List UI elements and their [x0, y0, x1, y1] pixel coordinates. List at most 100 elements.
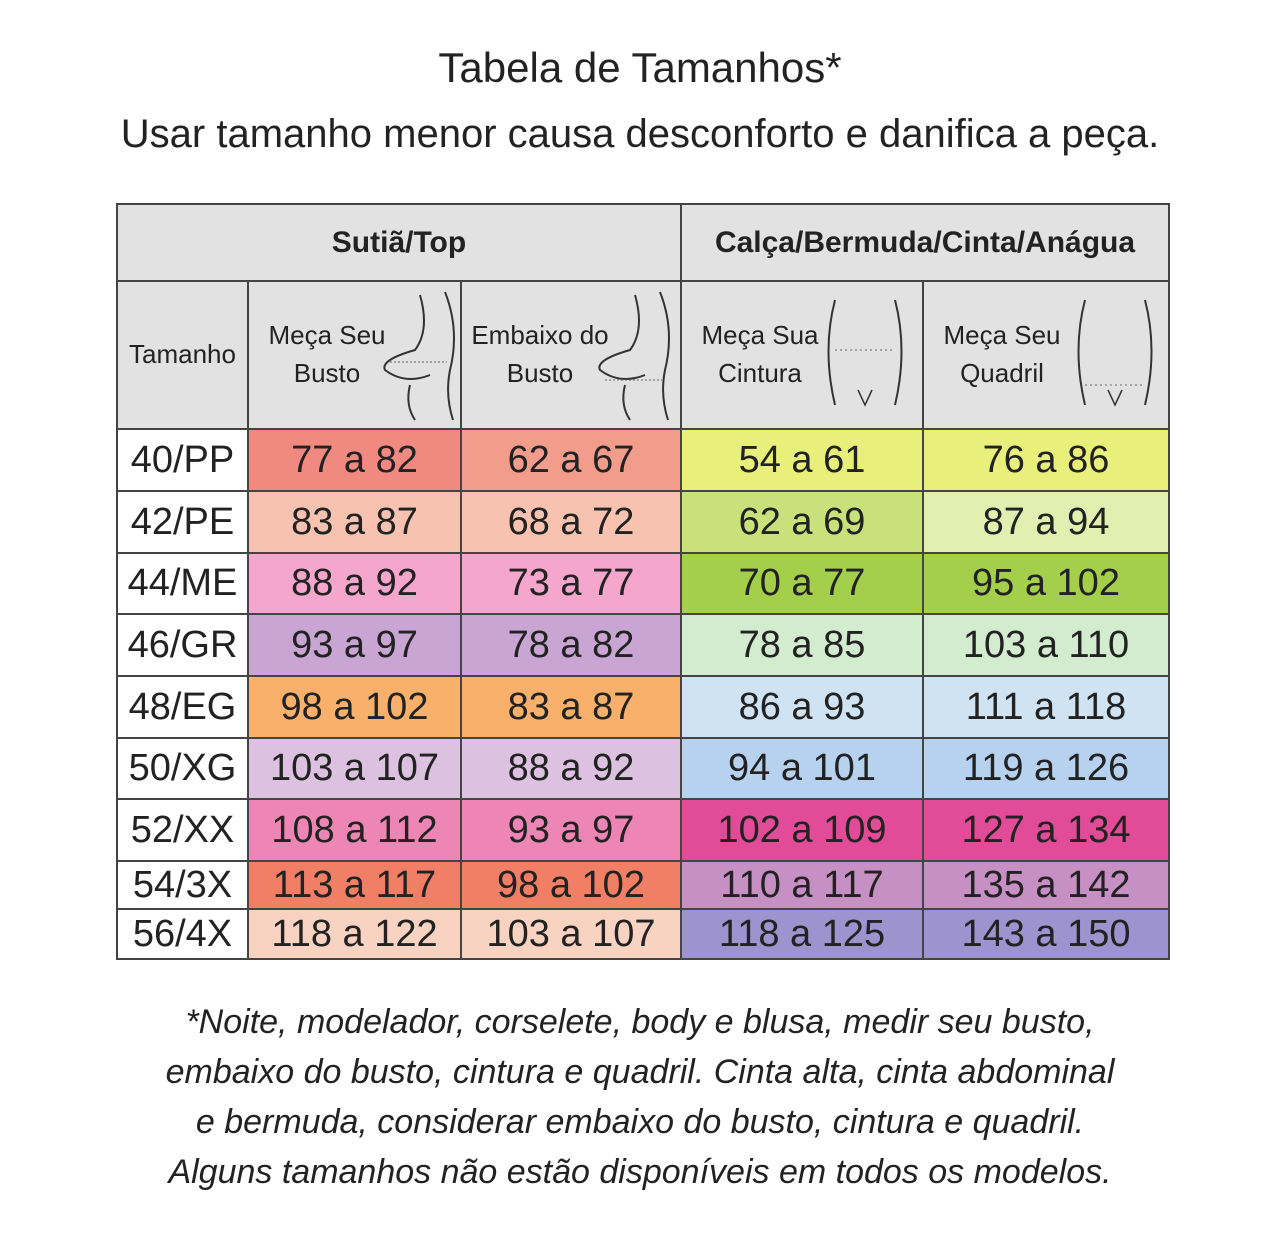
table-cell: 103 a 110 [922, 613, 1170, 677]
cell-text: 70 a 77 [738, 562, 866, 604]
table-cell: 76 a 86 [922, 428, 1170, 492]
cell-text: 110 a 117 [720, 863, 884, 906]
cell-text: 52/XX [130, 808, 235, 851]
cell-text: 119 a 126 [962, 747, 1130, 789]
table-cell: 118 a 125 [680, 908, 924, 960]
cell-text: 78 a 85 [738, 623, 866, 666]
table-cell: 118 a 122 [247, 908, 462, 960]
table-cell: 93 a 97 [460, 798, 682, 862]
table-cell: 88 a 92 [460, 737, 682, 800]
cell-text: Meça Seu Quadril [943, 320, 1061, 388]
table-cell: 143 a 150 [922, 908, 1170, 960]
cell-text: 46/GR [127, 623, 238, 666]
table-cell: 77 a 82 [247, 428, 462, 492]
cell-text: 88 a 92 [507, 747, 635, 789]
column-header: Embaixo do Busto [460, 280, 682, 430]
table-cell: 93 a 97 [247, 613, 462, 677]
table-cell: 110 a 117 [680, 860, 924, 910]
cell-text: Meça Seu Busto [268, 320, 386, 388]
table-cell: 78 a 82 [460, 613, 682, 677]
cell-text: 77 a 82 [291, 438, 418, 481]
table-cell: 83 a 87 [460, 675, 682, 739]
table-cell: 52/XX [116, 798, 249, 862]
cell-text: 40/PP [130, 438, 235, 481]
cell-text: 56/4X [132, 912, 233, 955]
table-cell: 135 a 142 [922, 860, 1170, 910]
cell-text: 73 a 77 [507, 562, 635, 604]
cell-text: 87 a 94 [982, 500, 1110, 543]
table-cell: 102 a 109 [680, 798, 924, 862]
table-cell: 98 a 102 [247, 675, 462, 739]
cell-text: 93 a 97 [507, 808, 635, 851]
table-cell: 83 a 87 [247, 490, 462, 554]
table-cell: 111 a 118 [922, 675, 1170, 739]
cell-text: 68 a 72 [507, 500, 635, 543]
cell-text: 98 a 102 [497, 863, 645, 906]
cell-text: 93 a 97 [291, 623, 418, 666]
footnote-line: e bermuda, considerar embaixo do busto, … [195, 1103, 1085, 1141]
table-cell: 103 a 107 [247, 737, 462, 800]
cell-text: 135 a 142 [961, 863, 1131, 906]
cell-text: 103 a 107 [486, 912, 656, 955]
cell-text: 76 a 86 [982, 438, 1110, 481]
table-cell: 70 a 77 [680, 552, 924, 615]
column-header: Meça Sua Cintura [680, 280, 924, 430]
cell-text: 127 a 134 [961, 808, 1131, 851]
cell-text: 103 a 110 [962, 623, 1130, 666]
table-cell: 108 a 112 [247, 798, 462, 862]
table-cell: 62 a 67 [460, 428, 682, 492]
cell-text: 111 a 118 [965, 685, 1127, 728]
cell-text: 143 a 150 [961, 912, 1131, 955]
table-cell: 78 a 85 [680, 613, 924, 677]
cell-text: 88 a 92 [291, 562, 418, 604]
title: Tabela de Tamanhos* [438, 44, 842, 91]
cell-text: 102 a 109 [717, 808, 887, 851]
subtitle: Usar tamanho menor causa desconforto e d… [120, 112, 1160, 156]
cell-text: 44/ME [127, 562, 238, 604]
cell-text: Embaixo do Busto [471, 320, 609, 388]
table-cell: 87 a 94 [922, 490, 1170, 554]
column-header: Tamanho [116, 280, 249, 430]
footnote-line: Alguns tamanhos não estão disponíveis em… [168, 1153, 1112, 1191]
cell-text: 62 a 69 [738, 500, 866, 543]
cell-text: 118 a 125 [718, 912, 886, 955]
table-cell: 48/EG [116, 675, 249, 739]
cell-text: 42/PE [130, 500, 235, 543]
cell-text: 83 a 87 [291, 500, 418, 543]
cell-text: 54/3X [132, 863, 233, 906]
table-cell: 46/GR [116, 613, 249, 677]
table-cell: 42/PE [116, 490, 249, 554]
cell-text: 48/EG [128, 685, 237, 728]
cell-text: 78 a 82 [507, 623, 635, 666]
cell-text: 50/XG [128, 747, 237, 789]
cell-text: 98 a 102 [280, 685, 429, 728]
table-cell: 95 a 102 [922, 552, 1170, 615]
cell-text: Sutiã/Top [331, 225, 467, 259]
footnote-line: *Noite, modelador, corselete, body e blu… [185, 1003, 1095, 1041]
cell-text: 62 a 67 [507, 438, 635, 481]
cell-text: Meça Sua Cintura [701, 320, 819, 388]
column-header: Meça Seu Busto [247, 280, 462, 430]
group-header: Sutiã/Top [116, 203, 682, 282]
cell-text: 108 a 112 [271, 808, 438, 851]
table-cell: 54/3X [116, 860, 249, 910]
cell-text: 94 a 101 [728, 747, 876, 789]
table-cell: 86 a 93 [680, 675, 924, 739]
cell-text: 83 a 87 [507, 685, 635, 728]
cell-text: 86 a 93 [738, 685, 866, 728]
footnote-line: embaixo do busto, cintura e quadril. Cin… [165, 1053, 1115, 1091]
table-cell: 54 a 61 [680, 428, 924, 492]
table-cell: 103 a 107 [460, 908, 682, 960]
table-cell: 40/PP [116, 428, 249, 492]
cell-text: Calça/Bermuda/Cinta/Anágua [714, 225, 1136, 259]
cell-text: 95 a 102 [972, 562, 1120, 604]
column-header: Meça Seu Quadril [922, 280, 1170, 430]
table-cell: 50/XG [116, 737, 249, 800]
cell-text: 103 a 107 [269, 747, 440, 789]
table-cell: 98 a 102 [460, 860, 682, 910]
table-cell: 56/4X [116, 908, 249, 960]
group-header: Calça/Bermuda/Cinta/Anágua [680, 203, 1170, 282]
table-cell: 62 a 69 [680, 490, 924, 554]
cell-text: 118 a 122 [271, 912, 438, 955]
